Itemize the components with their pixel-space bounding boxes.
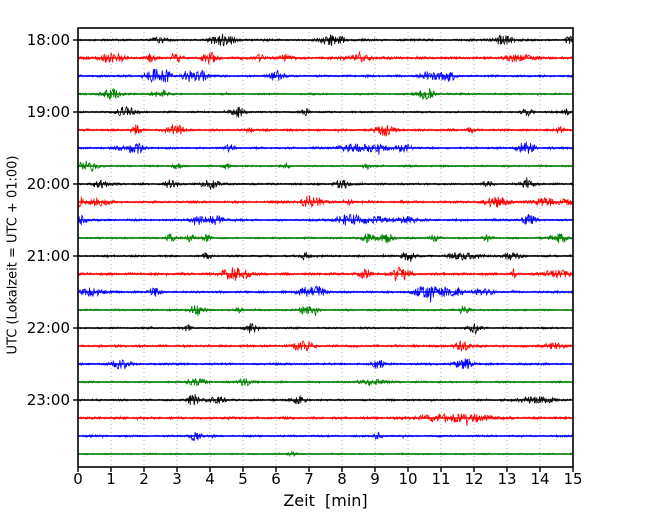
trace-20:15 <box>77 195 574 208</box>
trace-22:15 <box>77 340 574 352</box>
trace-22:30 <box>77 358 574 370</box>
trace-20:30 <box>77 213 574 226</box>
trace-18:15 <box>77 51 574 65</box>
trace-23:15 <box>77 412 574 426</box>
x-tick-label: 11 <box>431 470 450 488</box>
trace-23:30 <box>77 431 574 442</box>
trace-18:45 <box>77 88 574 101</box>
y-axis-label: UTC (Lokalzeit = UTC + 01:00) <box>5 155 21 355</box>
y-tick-label: 21:00 <box>27 247 70 265</box>
trace-22:00 <box>77 322 574 336</box>
trace-19:45 <box>77 160 574 172</box>
x-tick-label: 4 <box>205 470 215 488</box>
y-tick-label: 23:00 <box>27 391 70 409</box>
x-tick-label: 2 <box>139 470 149 488</box>
trace-20:45 <box>77 233 574 244</box>
trace-22:45 <box>77 377 574 387</box>
x-tick-label: 14 <box>530 470 549 488</box>
plot-frame <box>77 27 574 468</box>
x-tick-label: 0 <box>73 470 83 488</box>
trace-19:30 <box>77 141 574 155</box>
x-axis-label: Zeit [min] <box>283 491 368 510</box>
trace-21:30 <box>77 285 574 303</box>
x-tick-label: 10 <box>398 470 417 488</box>
x-tick-label: 1 <box>106 470 116 488</box>
x-tick-label: 15 <box>563 470 582 488</box>
trace-19:15 <box>77 124 574 138</box>
trace-18:00 <box>77 33 574 47</box>
y-tick-label: 22:00 <box>27 319 70 337</box>
x-tick-label: 7 <box>304 470 314 488</box>
x-tick-label: 8 <box>337 470 347 488</box>
x-tick-label: 9 <box>370 470 380 488</box>
trace-23:00 <box>77 393 574 406</box>
x-tick-label: 5 <box>238 470 248 488</box>
x-tick-label: 13 <box>497 470 516 488</box>
trace-19:00 <box>77 105 574 118</box>
x-tick-label: 3 <box>172 470 182 488</box>
y-tick-label: 20:00 <box>27 175 70 193</box>
x-tick-label: 6 <box>271 470 281 488</box>
trace-21:00 <box>78 251 574 262</box>
y-tick-label: 19:00 <box>27 103 70 121</box>
y-tick-label: 18:00 <box>27 31 70 49</box>
trace-20:00 <box>77 177 574 190</box>
trace-21:15 <box>77 266 574 282</box>
trace-23:45 <box>77 449 574 458</box>
trace-18:30 <box>77 68 574 84</box>
x-tick-label: 12 <box>464 470 483 488</box>
trace-21:45 <box>77 305 574 317</box>
